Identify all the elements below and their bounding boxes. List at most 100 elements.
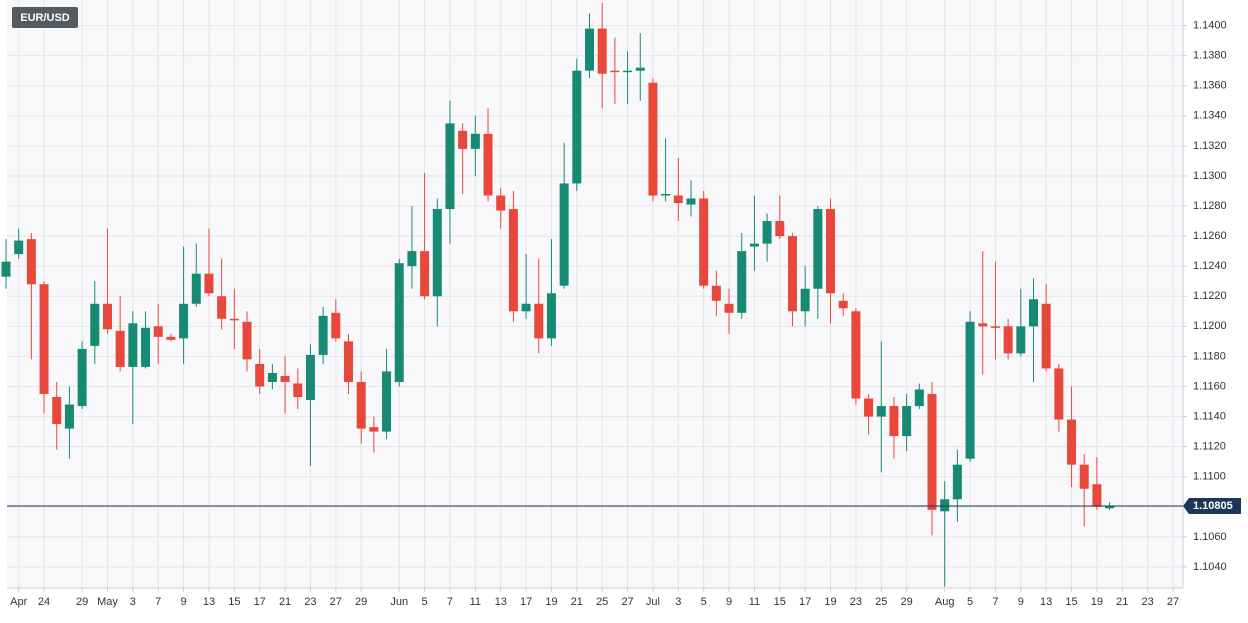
candle-body: [800, 288, 810, 312]
x-tick-label: 5: [967, 596, 973, 608]
candle-body: [699, 198, 709, 286]
x-tick-label: May: [97, 596, 118, 608]
candle-body: [1105, 506, 1115, 509]
symbol-badge: [12, 7, 78, 28]
y-tick-label: 1.1340: [1193, 110, 1227, 122]
x-tick-label: 3: [130, 596, 136, 608]
y-tick-label: 1.1220: [1193, 290, 1227, 302]
candle-body: [153, 326, 163, 337]
candle-body: [343, 341, 353, 382]
candle-body: [990, 326, 1000, 328]
x-tick-label: 23: [1142, 596, 1154, 608]
candle-body: [521, 303, 531, 312]
candle-body: [534, 303, 544, 339]
candle-body: [1003, 326, 1013, 354]
candle-body: [787, 236, 797, 312]
y-tick-label: 1.1280: [1193, 200, 1227, 212]
grid: [7, 0, 1183, 588]
last-price-tag: [1183, 498, 1241, 515]
candle-body: [673, 195, 683, 204]
y-tick-label: 1.1040: [1193, 561, 1227, 573]
x-tick-label: 13: [203, 596, 215, 608]
candle-body: [445, 123, 455, 210]
x-tick-label: 29: [76, 596, 88, 608]
x-tick-label: 9: [181, 596, 187, 608]
candle-body: [39, 284, 49, 395]
candle-body: [1016, 326, 1026, 354]
y-tick-label: 1.1360: [1193, 80, 1227, 92]
y-tick-label: 1.1060: [1193, 531, 1227, 543]
candle-body: [826, 209, 836, 294]
candle-body: [508, 209, 518, 312]
y-tick-label: 1.1260: [1193, 230, 1227, 242]
x-tick-label: 21: [571, 596, 583, 608]
candle-body: [1079, 464, 1089, 489]
candle-body: [77, 348, 87, 407]
candle-body: [128, 323, 138, 367]
x-tick-label: 11: [470, 596, 481, 608]
candle-body: [267, 372, 277, 382]
candle-body: [382, 371, 392, 432]
candle-body: [597, 28, 607, 74]
x-tick-label: 15: [1065, 596, 1077, 608]
candle-body: [711, 285, 721, 301]
x-tick-label: 23: [304, 596, 316, 608]
y-tick-label: 1.1140: [1193, 410, 1226, 422]
candle-body: [940, 499, 950, 512]
candle-body: [559, 183, 569, 286]
candle-body: [623, 70, 633, 73]
x-tick-label: 29: [901, 596, 913, 608]
candle-body: [965, 321, 975, 459]
chart-title: EUR/USD: [20, 12, 70, 24]
plot-area: [7, 0, 1183, 588]
x-tick-label: 5: [422, 596, 428, 608]
candle-body: [191, 273, 201, 304]
candle-body: [546, 293, 556, 339]
candle-body: [749, 243, 759, 247]
y-tick-label: 1.1180: [1193, 350, 1226, 362]
x-tick-label: 19: [545, 596, 557, 608]
x-tick-label: Aug: [935, 596, 955, 608]
candle-body: [141, 327, 151, 367]
candle-body: [1067, 419, 1077, 465]
candle-body: [331, 312, 341, 339]
candle-body: [978, 323, 988, 327]
candle-body: [14, 240, 24, 255]
candle-body: [762, 221, 772, 244]
x-tick-label: Jun: [390, 596, 408, 608]
y-tick-label: 1.1100: [1193, 471, 1226, 483]
x-tick-label: 11: [749, 596, 760, 608]
candle-body: [458, 130, 468, 149]
candle-body: [838, 300, 848, 309]
candle-body: [914, 389, 924, 407]
candle-body: [280, 375, 290, 382]
x-tick-label: 9: [726, 596, 732, 608]
y-tick-label: 1.1160: [1193, 380, 1226, 392]
candle-body: [356, 381, 366, 429]
candle-body: [318, 315, 328, 355]
candle-body: [305, 354, 315, 401]
candle-body: [1, 261, 11, 277]
x-tick-label: 23: [850, 596, 862, 608]
y-tick-label: 1.1200: [1193, 320, 1227, 332]
candle-body: [420, 251, 430, 297]
x-tick-label: 13: [1040, 596, 1052, 608]
candle-body: [407, 251, 417, 267]
x-tick-label: 15: [228, 596, 240, 608]
x-tick-label: 17: [254, 596, 266, 608]
axis-labels: 1.10401.10601.10801.11001.11201.11401.11…: [10, 19, 1241, 608]
candle-body: [255, 363, 265, 387]
x-tick-label: Jul: [646, 596, 660, 608]
candle-body: [204, 273, 214, 294]
x-tick-label: 19: [1091, 596, 1103, 608]
x-tick-label: 29: [355, 596, 367, 608]
candle-body: [775, 221, 785, 237]
x-tick-label: 27: [330, 596, 342, 608]
candle-body: [585, 28, 595, 71]
candle-body: [432, 209, 442, 297]
candle-body: [635, 67, 645, 71]
candle-body: [648, 82, 658, 196]
y-tick-label: 1.1240: [1193, 260, 1227, 272]
x-tick-label: 19: [824, 596, 836, 608]
